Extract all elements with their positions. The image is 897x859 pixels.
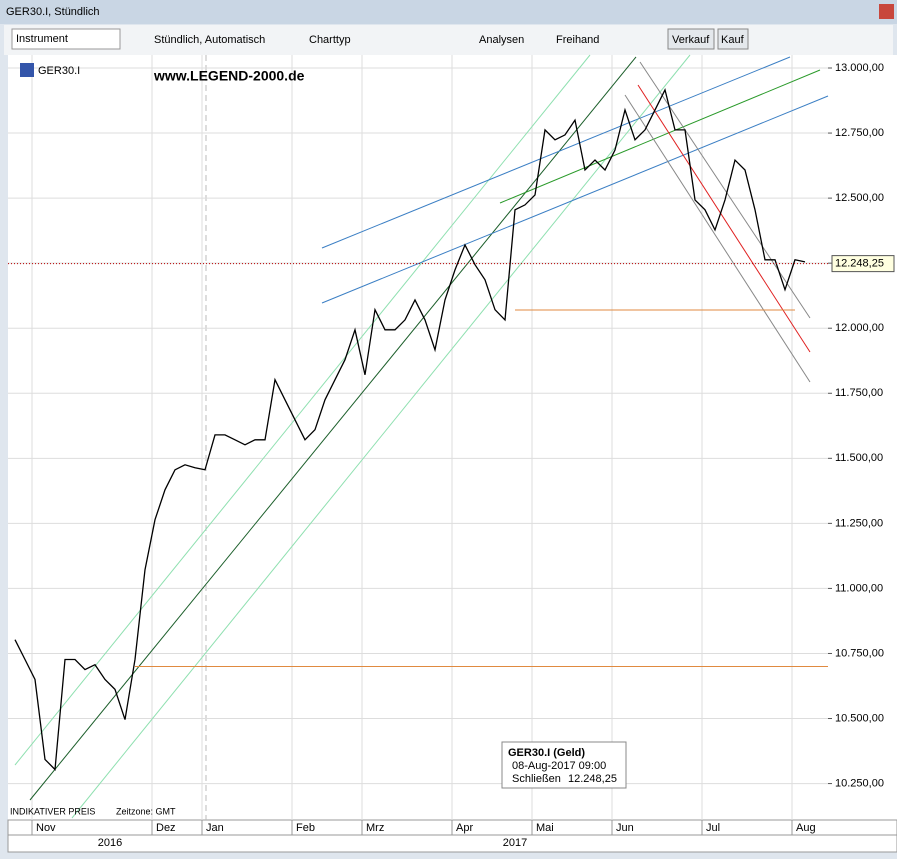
x-tick-label: Feb: [296, 822, 315, 834]
price-axis: [828, 55, 897, 820]
footer-left: INDIKATIVER PREIS: [10, 806, 95, 816]
sell-label: Verkauf: [672, 34, 710, 46]
tooltip: [501, 741, 627, 789]
x-tick-label: Jun: [616, 822, 634, 834]
interval-menu[interactable]: Stündlich, Automatisch: [154, 34, 265, 46]
x-tick-label: Apr: [456, 822, 473, 834]
y-tick-label: 11.250,00: [835, 517, 883, 529]
year-label: 2016: [98, 837, 122, 849]
y-tick-label: 11.500,00: [835, 452, 883, 464]
title-bar: [0, 0, 897, 24]
trend-line: [29, 56, 637, 801]
x-tick-label: Mai: [536, 822, 554, 834]
symbol-icon: [20, 63, 34, 77]
buy-label: Kauf: [721, 34, 745, 46]
x-tick-label: Jan: [206, 822, 224, 834]
x-tick-label: Jul: [706, 822, 720, 834]
year-label: 2017: [503, 837, 527, 849]
instrument-placeholder: Instrument: [16, 33, 68, 45]
y-tick-label: 10.750,00: [835, 647, 884, 659]
x-tick-label: Aug: [796, 822, 816, 834]
tooltip-value: 12.248,25: [568, 773, 617, 785]
window-title: GER30.I, Stündlich: [6, 6, 100, 18]
price-line: [14, 88, 806, 771]
x-tick-label: Mrz: [366, 822, 384, 834]
chart-type-menu[interactable]: Charttyp: [309, 34, 351, 46]
freehand-menu[interactable]: Freihand: [556, 34, 599, 46]
tooltip-field: Schließen: [512, 773, 561, 785]
trend-line: [14, 54, 591, 766]
x-tick-label: Dez: [156, 822, 176, 834]
symbol-label[interactable]: GER30.I: [38, 65, 80, 77]
trend-line: [71, 54, 691, 819]
y-tick-label: 12.750,00: [835, 127, 884, 139]
close-button[interactable]: [879, 4, 894, 19]
trend-line: [321, 56, 791, 249]
last-price-label: 12.248,25: [835, 258, 884, 270]
plot-area: [8, 55, 828, 820]
timezone: Zeitzone: GMT: [116, 806, 176, 816]
tooltip-title: GER30.I (Geld): [508, 747, 585, 759]
x-tick-label: Nov: [36, 822, 56, 834]
trend-line: [499, 69, 821, 204]
last-price-box: [831, 255, 895, 273]
y-tick-label: 13.000,00: [835, 62, 884, 74]
trend-line: [624, 94, 811, 383]
y-tick-label: 11.000,00: [835, 582, 883, 594]
instrument-input[interactable]: [11, 28, 121, 50]
y-tick-label: 10.250,00: [835, 777, 884, 789]
y-tick-label: 12.500,00: [835, 192, 884, 204]
y-tick-label: 11.750,00: [835, 387, 883, 399]
y-tick-label: 12.000,00: [835, 322, 884, 334]
buy-button[interactable]: [717, 28, 749, 50]
trend-lines: [14, 54, 829, 819]
analyses-menu[interactable]: Analysen: [479, 34, 524, 46]
y-tick-label: 10.500,00: [835, 712, 884, 724]
tooltip-date: 08-Aug-2017 09:00: [512, 760, 606, 772]
trend-line: [637, 84, 811, 353]
sell-button[interactable]: [667, 28, 715, 50]
watermark: www.LEGEND-2000.de: [153, 68, 305, 84]
toolbar: [4, 25, 893, 55]
trend-line: [321, 95, 829, 304]
